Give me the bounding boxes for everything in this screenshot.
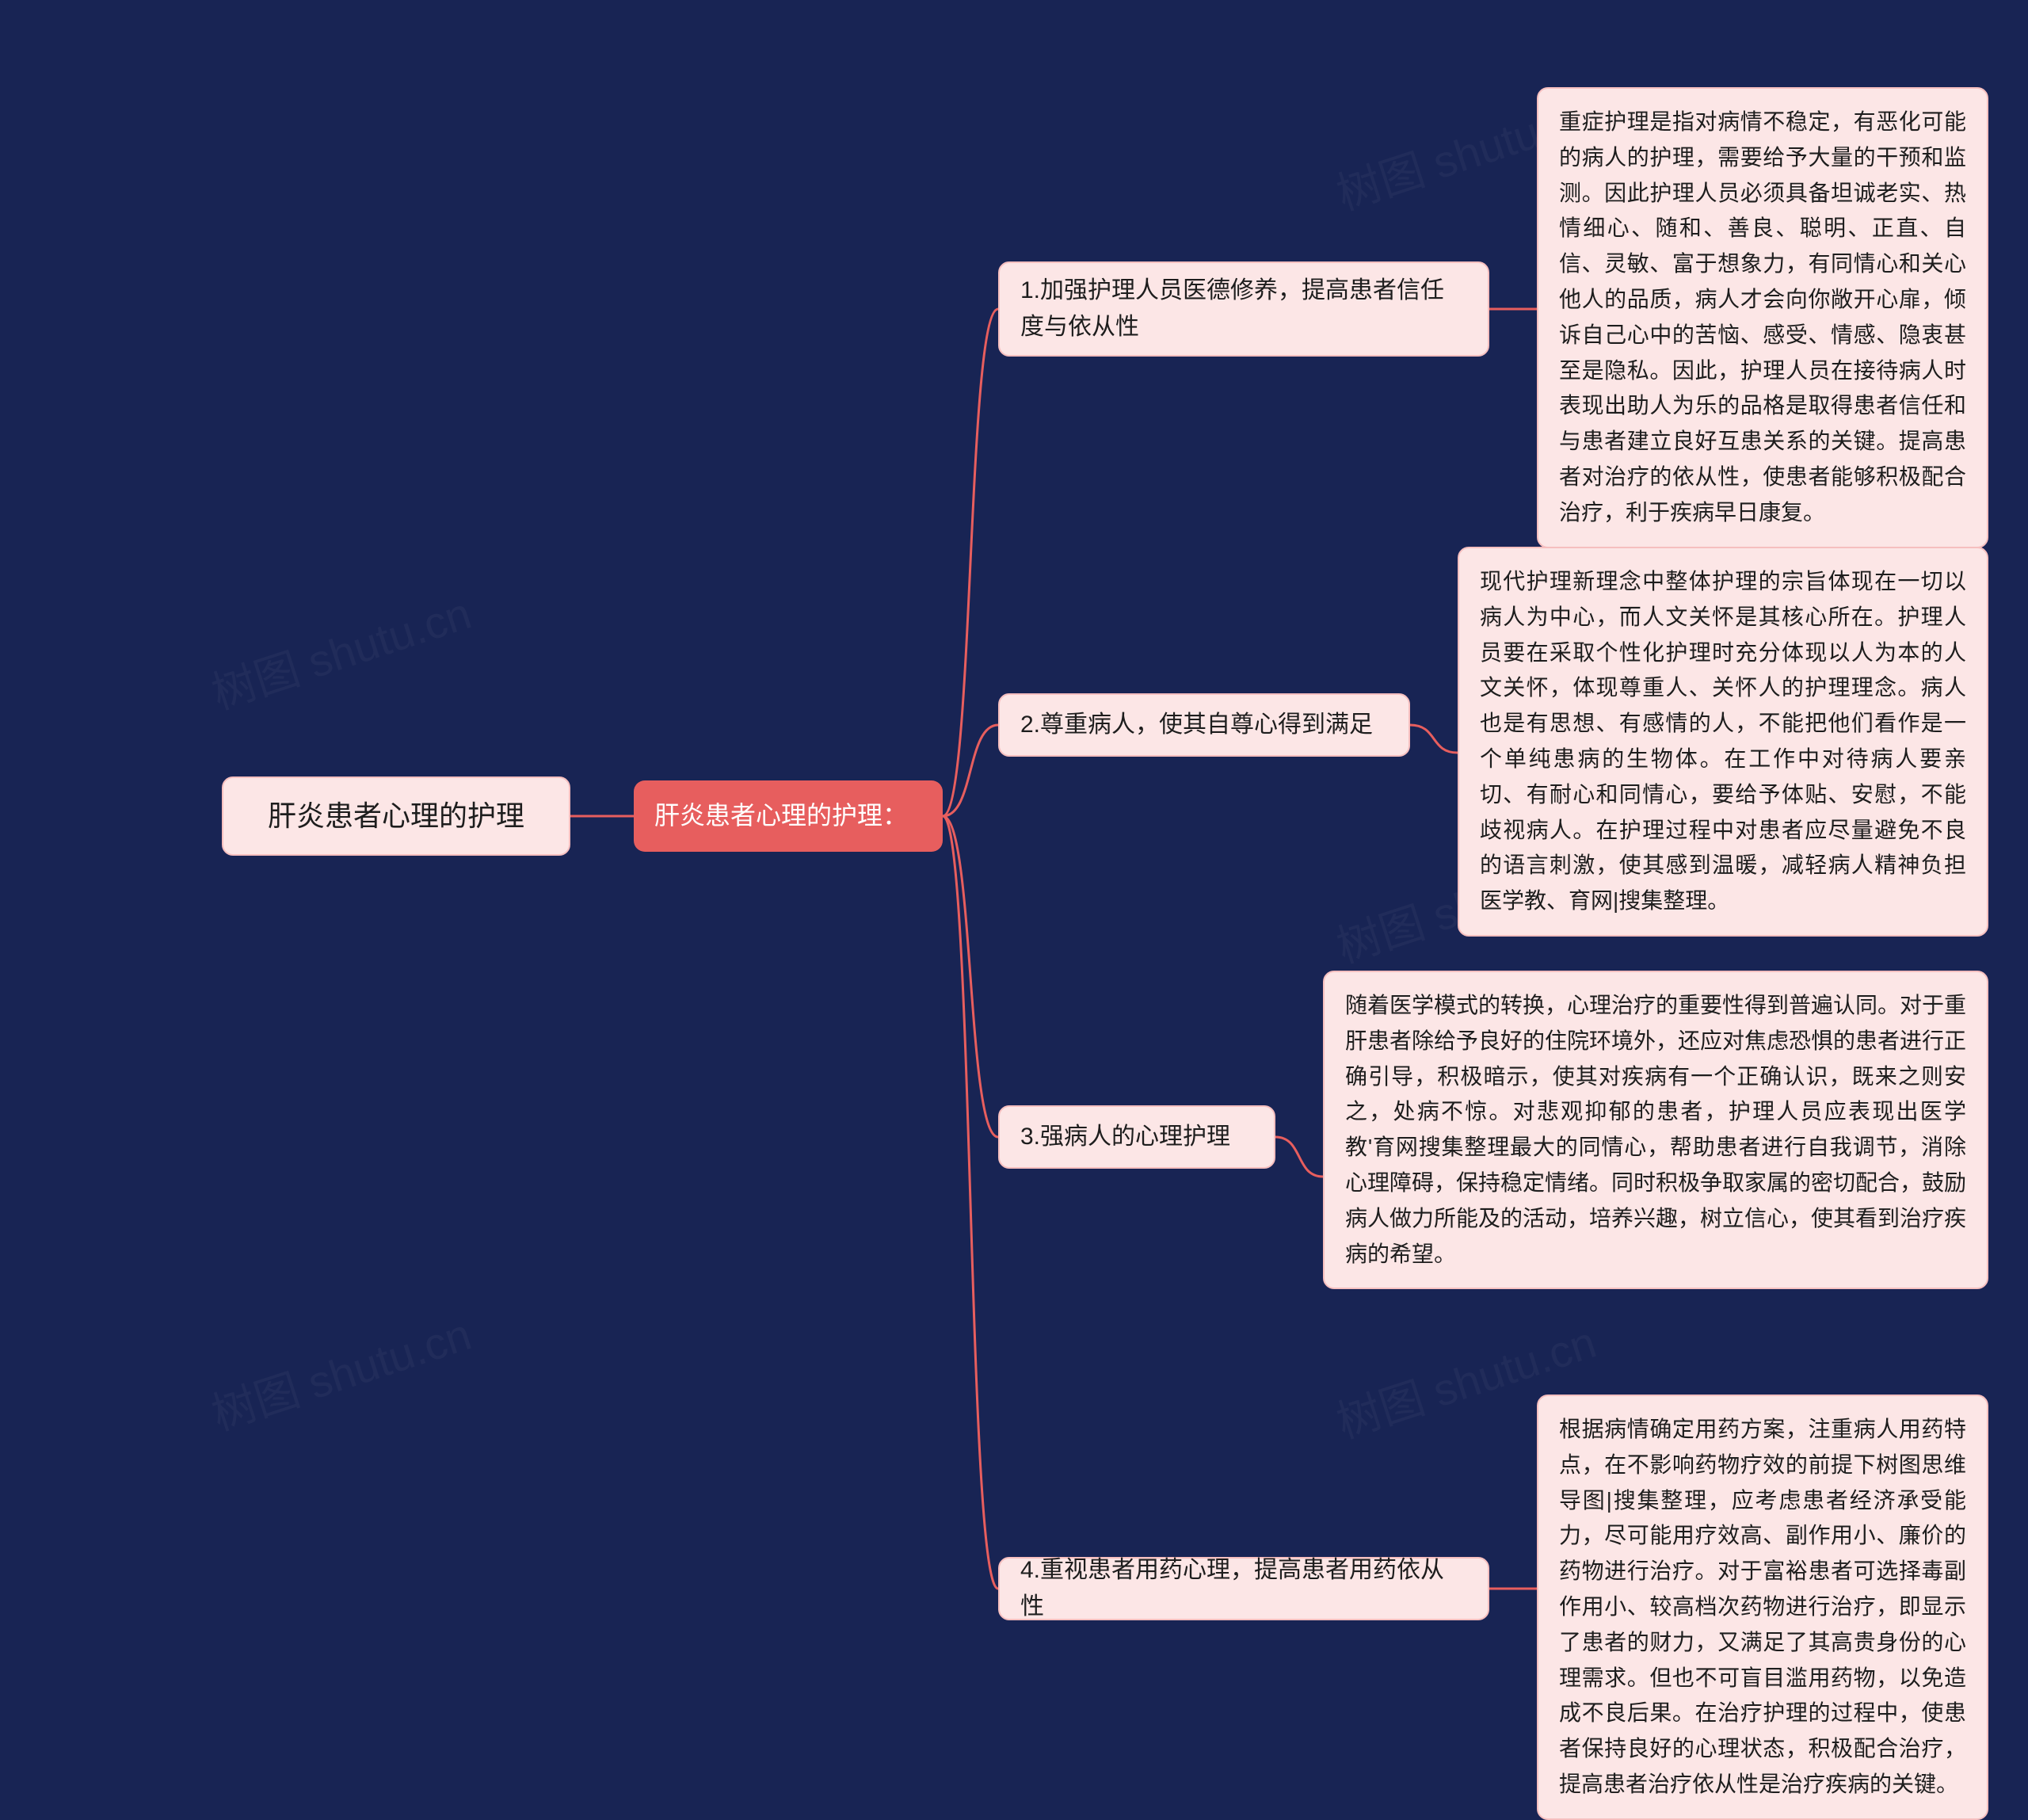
mindmap-leaf-4[interactable]: 根据病情确定用药方案，注重病人用药特点，在不影响药物疗效的前提下树图思维导图|搜… bbox=[1537, 1395, 1988, 1820]
root-label: 肝炎患者心理的护理 bbox=[268, 794, 524, 838]
branch-label: 1.加强护理人员医德修养，提高患者信任度与依从性 bbox=[1020, 273, 1467, 346]
mindmap-leaf-1[interactable]: 重症护理是指对病情不稳定，有恶化可能的病人的护理，需要给予大量的干预和监测。因此… bbox=[1537, 87, 1988, 548]
leaf-text: 重症护理是指对病情不稳定，有恶化可能的病人的护理，需要给予大量的干预和监测。因此… bbox=[1559, 109, 1966, 525]
mindmap-branch-4[interactable]: 4.重视患者用药心理，提高患者用药依从性 bbox=[998, 1557, 1489, 1620]
mindmap-branch-1[interactable]: 1.加强护理人员医德修养，提高患者信任度与依从性 bbox=[998, 261, 1489, 357]
branch-label: 2.尊重病人，使其自尊心得到满足 bbox=[1020, 707, 1373, 744]
leaf-text: 现代护理新理念中整体护理的宗旨体现在一切以病人为中心，而人文关怀是其核心所在。护… bbox=[1480, 569, 1966, 913]
mindmap-leaf-3[interactable]: 随着医学模式的转换，心理治疗的重要性得到普遍认同。对于重肝患者除给予良好的住院环… bbox=[1323, 971, 1988, 1289]
watermark: 树图 shutu.cn bbox=[203, 1299, 478, 1444]
leaf-text: 根据病情确定用药方案，注重病人用药特点，在不影响药物疗效的前提下树图思维导图|搜… bbox=[1559, 1417, 1966, 1796]
mindmap-leaf-2[interactable]: 现代护理新理念中整体护理的宗旨体现在一切以病人为中心，而人文关怀是其核心所在。护… bbox=[1458, 547, 1988, 937]
mindmap-branch-3[interactable]: 3.强病人的心理护理 bbox=[998, 1105, 1275, 1169]
watermark: 树图 shutu.cn bbox=[203, 578, 478, 723]
mindmap-root[interactable]: 肝炎患者心理的护理 bbox=[222, 776, 570, 856]
mindmap-trunk[interactable]: 肝炎患者心理的护理： bbox=[634, 780, 943, 852]
mindmap-branch-2[interactable]: 2.尊重病人，使其自尊心得到满足 bbox=[998, 693, 1410, 757]
leaf-text: 随着医学模式的转换，心理治疗的重要性得到普遍认同。对于重肝患者除给予良好的住院环… bbox=[1345, 993, 1966, 1266]
trunk-label: 肝炎患者心理的护理： bbox=[654, 796, 908, 836]
branch-label: 4.重视患者用药心理，提高患者用药依从性 bbox=[1020, 1552, 1467, 1626]
branch-label: 3.强病人的心理护理 bbox=[1020, 1119, 1230, 1156]
